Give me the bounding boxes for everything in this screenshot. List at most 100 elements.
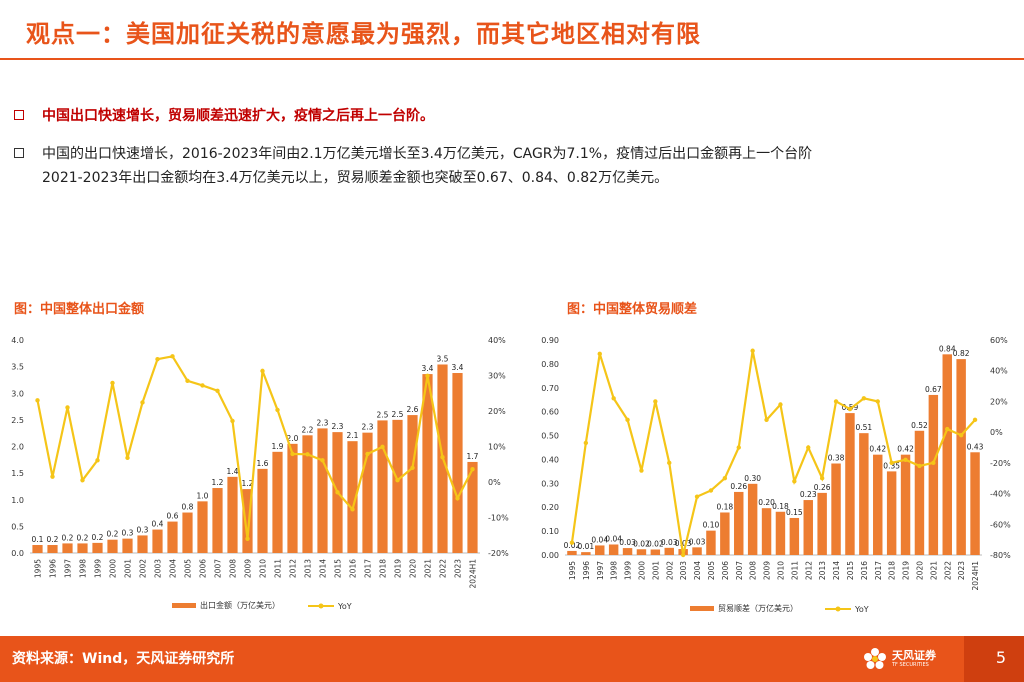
surplus-chart: 0.00 0.10 0.20 0.30 0.40 0.50 0.60 0.70 0.80 0.90… — [541, 336, 1011, 614]
x-axis-tick: 2014 — [832, 561, 841, 580]
bar-data-label: 0.51 — [855, 423, 872, 432]
yoy-point — [597, 351, 602, 357]
yoy-point — [380, 444, 385, 450]
bullet-detail: 中国的出口快速增长，2016-2023年间由2.1万亿美元增长至3.4万亿美元，… — [14, 142, 813, 190]
bar — [803, 500, 813, 555]
bar — [761, 508, 772, 555]
x-axis-tick: 2018 — [888, 561, 897, 580]
bar-data-label: 0.18 — [716, 502, 733, 511]
yoy-point — [611, 396, 616, 401]
left-axis-tick: 4.0 — [11, 336, 24, 345]
x-axis-tick: 2009 — [244, 559, 253, 578]
x-axis-tick: 2022 — [439, 559, 448, 578]
x-axis-tick: 2012 — [289, 559, 298, 578]
right-axis-tick: 40% — [488, 336, 506, 345]
bar — [287, 443, 298, 553]
x-axis-tick: 2005 — [184, 559, 193, 578]
x-axis-tick: 1996 — [49, 559, 58, 578]
bar-data-label: 0.26 — [814, 483, 831, 492]
bar — [392, 419, 403, 553]
yoy-point — [792, 479, 797, 484]
legend-line-label: YoY — [854, 605, 869, 614]
bar-data-label: 0.3 — [137, 525, 149, 534]
bar — [831, 463, 841, 555]
bar-data-label: 2.3 — [317, 418, 329, 427]
x-axis-tick: 2007 — [214, 559, 223, 578]
x-axis-tick: 2005 — [707, 561, 716, 580]
bar — [302, 435, 313, 553]
bar-data-label: 2.5 — [377, 410, 389, 419]
yoy-line — [36, 355, 474, 539]
x-axis-tick: 2024H1 — [469, 559, 478, 589]
bar — [720, 512, 730, 555]
legend-line-label: YoY — [337, 602, 352, 611]
bar-data-label: 0.03 — [675, 539, 692, 548]
yoy-point — [833, 399, 839, 404]
bar-data-label: 0.8 — [182, 503, 194, 512]
x-axis-tick: 2023 — [957, 561, 966, 580]
x-axis-tick: 2009 — [763, 561, 772, 580]
bar — [608, 544, 619, 555]
yoy-line — [570, 350, 976, 556]
bullet-highlight: 中国出口快速增长，贸易顺差迅速扩大，疫情之后再上一台阶。 — [14, 104, 434, 128]
x-axis-tick: 2020 — [915, 561, 924, 580]
bar — [377, 420, 388, 553]
right-axis-tick: -20% — [488, 549, 509, 558]
bar-data-label: 1.7 — [467, 452, 479, 461]
bar-data-label: 2.3 — [362, 423, 374, 432]
yoy-point — [470, 467, 475, 472]
yoy-point — [95, 458, 100, 463]
bar-data-label: 0.15 — [786, 508, 803, 517]
yoy-point — [931, 460, 936, 466]
left-axis-tick: 0.5 — [11, 522, 24, 531]
yoy-point — [667, 460, 672, 466]
x-axis-tick: 2018 — [379, 559, 388, 578]
bar-data-label: 0.82 — [953, 349, 970, 358]
bar-data-label: 3.4 — [452, 363, 464, 372]
bar — [347, 441, 358, 553]
x-axis-tick: 2008 — [229, 559, 238, 578]
x-axis-tick: 2013 — [304, 559, 313, 578]
bar — [227, 476, 238, 553]
bar-data-label: 0.20 — [758, 498, 775, 507]
bar — [650, 549, 661, 555]
source-note: 资料来源：Wind，天风证券研究所 — [12, 651, 235, 667]
yoy-point — [625, 417, 630, 423]
x-axis-tick: 2003 — [679, 561, 688, 580]
yoy-point — [275, 407, 280, 413]
logo-subtitle: TF SECURITIES — [892, 662, 929, 668]
bar-data-label: 0.02 — [633, 539, 650, 548]
yoy-point — [335, 490, 340, 495]
bar-data-label: 0.03 — [661, 538, 678, 547]
right-axis-tick: -20% — [990, 459, 1011, 468]
bullet-detail-line-1: 中国的出口快速增长，2016-2023年间由2.1万亿美元增长至3.4万亿美元，… — [42, 146, 813, 162]
bar — [622, 548, 633, 555]
bar-data-label: 0.2 — [107, 530, 119, 539]
chart-title-surplus: 图：中国整体贸易顺差 — [567, 302, 698, 317]
left-axis-tick: 3.5 — [11, 363, 24, 372]
bar — [595, 545, 605, 555]
yoy-point — [945, 426, 950, 432]
bar — [692, 547, 702, 555]
footer-bar: 资料来源：Wind，天风证券研究所 天风证券 TF SECURITIES 5 — [0, 636, 1024, 682]
bar-data-label: 0.2 — [62, 533, 74, 542]
left-axis-tick: 3.0 — [11, 389, 24, 398]
yoy-point — [305, 452, 310, 457]
bar — [107, 539, 118, 553]
bar-data-label: 0.30 — [744, 474, 761, 483]
bar — [62, 543, 73, 553]
yoy-point — [708, 488, 714, 493]
left-axis-tick: 2.0 — [11, 443, 24, 452]
right-axis-tick: -10% — [488, 514, 509, 523]
chart-title-exports: 图：中国整体出口金额 — [14, 302, 145, 317]
bar — [167, 521, 178, 553]
bar-data-label: 2.6 — [407, 405, 419, 414]
bar — [845, 413, 855, 555]
left-axis-tick: 0.20 — [541, 503, 559, 512]
yoy-point — [395, 478, 400, 483]
left-axis-tick: 1.5 — [11, 469, 24, 478]
bar-data-label: 0.67 — [925, 385, 942, 394]
legend-bar-label: 贸易顺差（万亿美元） — [718, 603, 798, 613]
bar-data-label: 0.03 — [619, 538, 636, 547]
bar-data-label: 1.9 — [272, 442, 284, 451]
